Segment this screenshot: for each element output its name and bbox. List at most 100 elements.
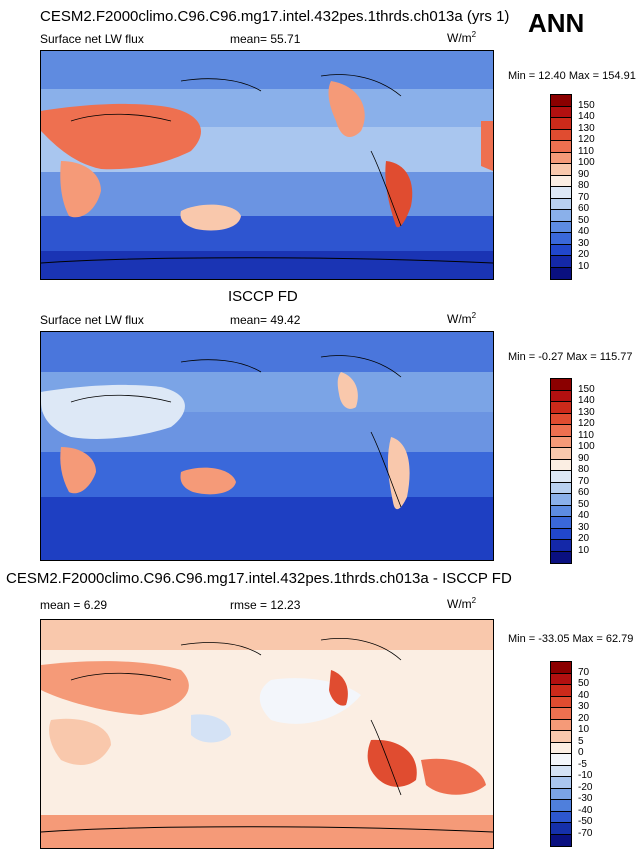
colorbar-swatch [551,129,571,141]
colorbar-swatch [551,106,571,118]
panel2-variable: Surface net LW flux [40,313,144,327]
colorbar-swatch [551,402,571,414]
colorbar-tick-label: -20 [578,781,593,793]
colorbar-swatch [551,540,571,552]
colorbar-tick-label: 20 [578,249,590,260]
colorbar-swatch [551,685,571,697]
colorbar-tick-label: 90 [578,168,590,180]
colorbar-tick-label: 150 [578,383,595,395]
maritime-continent-diff [191,714,231,743]
colorbar-tick-label: 150 [578,99,595,111]
colorbar-tick-label: 110 [578,145,594,157]
panel2-map [40,331,494,561]
colorbar-swatch [551,233,571,245]
panel3-units: W/m2 [447,596,477,611]
colorbar-swatch [551,719,571,731]
colorbar-swatch [551,256,571,268]
colorbar-swatch [551,187,571,199]
colorbar-tick-label: 20 [578,712,590,724]
colorbar-swatch [551,788,571,800]
colorbar-tick-label: 80 [578,464,590,475]
panel2-minmax: Min = -0.27 Max = 115.77 [508,351,633,363]
colorbar-swatch [551,696,571,708]
colorbar-tick-label: -10 [578,770,593,781]
colorbar-swatch [551,164,571,176]
colorbar-swatch [551,152,571,164]
colorbar-swatch [551,390,571,402]
colorbar-swatch [551,662,571,674]
panel2-colorbar [550,378,572,564]
panel3-mean: mean = 6.29 [40,598,108,612]
africa-east-edge [481,121,493,171]
colorbar-swatch [551,742,571,754]
south-america-andes [385,161,413,228]
eurasia-africa-diff [41,661,189,715]
panel2-mean: mean= 49.42 [230,313,301,327]
colorbar-swatch [551,221,571,233]
southern-africa [60,161,101,218]
panel2-title: ISCCP FD [228,288,298,305]
colorbar-swatch [551,118,571,130]
colorbar-swatch [551,436,571,448]
colorbar-swatch [551,823,571,835]
colorbar-swatch [551,505,571,517]
colorbar-swatch [551,95,571,107]
colorbar-tick-label: 10 [578,724,590,735]
panel3-title: CESM2.F2000climo.C96.C96.mg17.intel.432p… [6,570,512,587]
colorbar-tick-label: 20 [578,533,590,544]
colorbar-swatch [551,459,571,471]
colorbar-swatch [551,834,571,846]
south-atlantic-diff [367,739,417,787]
colorbar-swatch [551,413,571,425]
colorbar-swatch [551,210,571,222]
colorbar-tick-label: 130 [578,122,595,134]
colorbar-swatch [551,198,571,210]
colorbar-tick-label: 30 [578,701,590,712]
colorbar-tick-label: 10 [578,260,590,272]
africa-eurasia-warm [41,103,201,170]
panel3-map [40,619,494,849]
colorbar-swatch [551,731,571,743]
colorbar-swatch [551,244,571,256]
colorbar-tick-label: 70 [578,666,590,678]
colorbar-swatch [551,267,571,279]
southern-africa [60,447,96,494]
colorbar-tick-label: 30 [578,237,590,249]
colorbar-tick-label: 90 [578,452,590,464]
colorbar-tick-label: 40 [578,689,590,701]
colorbar-swatch [551,482,571,494]
colorbar-tick-label: 60 [578,487,590,498]
panel1-title: CESM2.F2000climo.C96.C96.mg17.intel.432p… [40,8,510,25]
colorbar-tick-label: 30 [578,521,590,533]
panel1-map [40,50,494,280]
colorbar-swatch [551,673,571,685]
colorbar-tick-label: 0 [578,747,584,758]
panel3-minmax: Min = -33.05 Max = 62.79 [508,633,634,645]
colorbar-tick-label: 120 [578,134,595,145]
panel1-colorbar [550,94,572,280]
panel3-rmse: rmse = 12.23 [230,598,301,612]
colorbar-tick-label: 50 [578,498,590,510]
colorbar-tick-label: 40 [578,226,590,237]
colorbar-swatch [551,425,571,437]
colorbar-tick-label: 50 [578,678,590,689]
colorbar-swatch [551,811,571,823]
colorbar-tick-label: 80 [578,180,590,191]
colorbar-swatch [551,494,571,506]
colorbar-tick-label: 70 [578,191,590,203]
panel1-minmax: Min = 12.40 Max = 154.91 [508,70,636,82]
atlantic-diff [421,758,486,795]
australia [180,204,241,231]
colorbar-swatch [551,141,571,153]
colorbar-swatch [551,754,571,766]
colorbar-tick-label: 100 [578,157,595,168]
colorbar-swatch [551,471,571,483]
southern-africa-diff [49,718,111,765]
colorbar-tick-label: 120 [578,418,595,429]
north-america-diff [329,670,348,706]
colorbar-swatch [551,379,571,391]
north-america-west [328,81,365,137]
colorbar-tick-label: 60 [578,203,590,214]
colorbar-tick-label: -30 [578,793,593,804]
colorbar-tick-label: 40 [578,510,590,521]
